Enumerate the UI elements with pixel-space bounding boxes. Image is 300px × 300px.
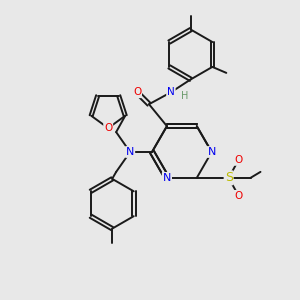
Text: O: O [235,191,243,201]
Text: O: O [235,155,243,165]
Text: N: N [167,87,175,97]
Text: N: N [163,173,171,183]
Text: N: N [208,147,216,157]
Text: N: N [126,147,134,157]
Text: H: H [181,91,188,101]
Text: S: S [225,171,232,184]
Text: O: O [133,87,141,97]
Text: O: O [104,123,112,133]
